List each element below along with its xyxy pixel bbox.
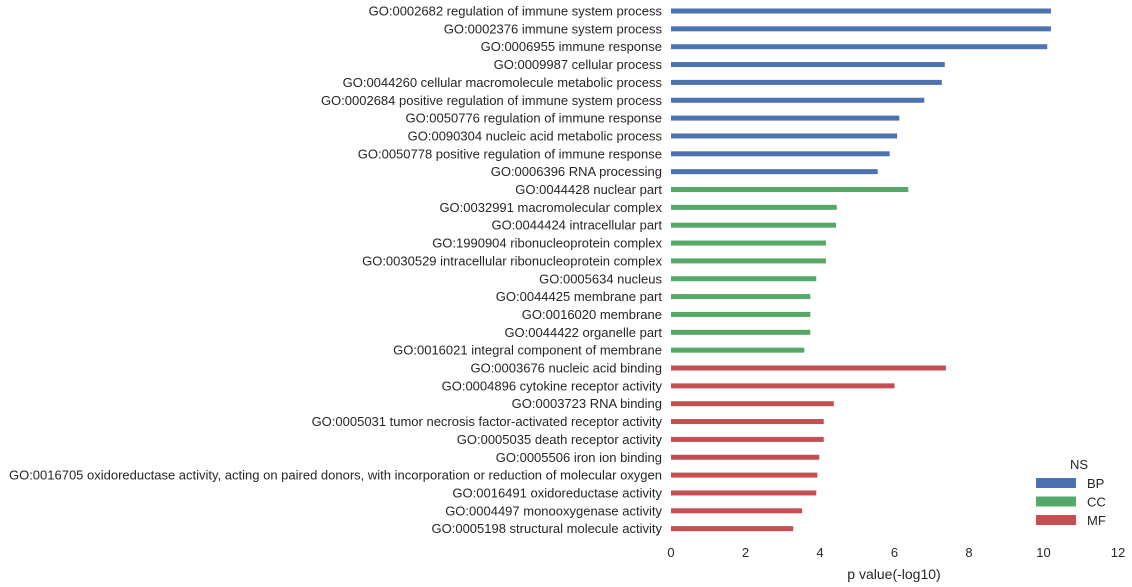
y-tick-label: GO:0005506 iron ion binding bbox=[496, 450, 662, 465]
legend-title: NS bbox=[1070, 457, 1088, 472]
bar-cc bbox=[671, 240, 826, 246]
legend-swatch-cc bbox=[1036, 496, 1076, 507]
x-tick-label: 12 bbox=[1111, 545, 1125, 560]
x-tick-label: 6 bbox=[891, 545, 898, 560]
y-tick-label: GO:0006396 RNA processing bbox=[491, 164, 662, 179]
x-tick-label: 4 bbox=[816, 545, 823, 560]
bar-bp bbox=[671, 62, 945, 68]
y-tick-label: GO:0016020 membrane bbox=[522, 307, 662, 322]
x-tick-label: 0 bbox=[667, 545, 674, 560]
legend: NS BP CC MF bbox=[1036, 457, 1106, 528]
y-tick-label: GO:0002682 regulation of immune system p… bbox=[369, 4, 663, 19]
y-tick-label: GO:0002376 immune system process bbox=[444, 21, 663, 36]
bar-cc bbox=[671, 258, 826, 264]
bar-bp bbox=[671, 79, 942, 85]
bar-cc bbox=[671, 204, 837, 210]
y-tick-label: GO:0003723 RNA binding bbox=[512, 396, 662, 411]
bar-bp bbox=[671, 97, 925, 103]
legend-swatch-bp bbox=[1036, 478, 1076, 488]
y-tick-label: GO:0032991 macromolecular complex bbox=[439, 200, 662, 215]
bar-cc bbox=[671, 311, 811, 317]
bars-layer bbox=[671, 8, 1051, 532]
bar-cc bbox=[671, 222, 837, 228]
y-tick-label: GO:0002684 positive regulation of immune… bbox=[321, 93, 663, 108]
bar-bp bbox=[671, 8, 1051, 14]
y-tick-label: GO:0044260 cellular macromolecule metabo… bbox=[343, 75, 663, 90]
bar-mf bbox=[671, 472, 818, 478]
y-tick-labels: GO:0002682 regulation of immune system p… bbox=[9, 4, 663, 537]
legend-label-bp: BP bbox=[1087, 476, 1104, 491]
y-tick-label: GO:0044425 membrane part bbox=[496, 289, 663, 304]
y-tick-label: GO:0006955 immune response bbox=[481, 39, 662, 54]
y-tick-label: GO:0090304 nucleic acid metabolic proces… bbox=[408, 128, 663, 143]
legend-swatch-mf bbox=[1036, 515, 1076, 525]
bar-mf bbox=[671, 508, 803, 514]
x-tick-label: 10 bbox=[1036, 545, 1050, 560]
y-tick-label: GO:0050776 regulation of immune response bbox=[405, 111, 662, 126]
bar-mf bbox=[671, 419, 824, 425]
y-tick-label: GO:0016705 oxidoreductase activity, acti… bbox=[9, 468, 662, 483]
y-tick-label: GO:0004497 monooxygenase activity bbox=[445, 503, 662, 518]
bar-mf bbox=[671, 526, 794, 532]
x-tick-label: 2 bbox=[742, 545, 749, 560]
y-tick-label: GO:0005634 nucleus bbox=[539, 271, 662, 286]
legend-label-mf: MF bbox=[1087, 513, 1106, 528]
x-tick-label: 8 bbox=[965, 545, 972, 560]
y-tick-label: GO:0003676 nucleic acid binding bbox=[470, 361, 662, 376]
y-tick-label: GO:0009987 cellular process bbox=[494, 57, 663, 72]
bar-mf bbox=[671, 401, 834, 407]
bar-cc bbox=[671, 347, 805, 353]
bar-bp bbox=[671, 151, 890, 157]
y-tick-label: GO:0005198 structural molecule activity bbox=[432, 521, 663, 536]
bar-bp bbox=[671, 44, 1048, 50]
legend-label-cc: CC bbox=[1087, 495, 1106, 510]
legend-entries: BP CC MF bbox=[1036, 476, 1106, 528]
y-tick-label: GO:0050778 positive regulation of immune… bbox=[358, 146, 662, 161]
bar-mf bbox=[671, 383, 895, 389]
bar-cc bbox=[671, 294, 811, 300]
y-tick-label: GO:0044428 nuclear part bbox=[515, 182, 662, 197]
y-tick-label: GO:1990904 ribonucleoprotein complex bbox=[432, 236, 662, 251]
y-tick-label: GO:0030529 intracellular ribonucleoprote… bbox=[362, 253, 662, 268]
y-tick-label: GO:0005035 death receptor activity bbox=[457, 432, 663, 447]
bar-mf bbox=[671, 436, 824, 442]
bar-bp bbox=[671, 133, 898, 139]
bar-mf bbox=[671, 454, 820, 460]
bar-cc bbox=[671, 329, 811, 335]
y-tick-label: GO:0004896 cytokine receptor activity bbox=[442, 378, 663, 393]
y-tick-label: GO:0016491 oxidoreductase activity bbox=[452, 485, 662, 500]
bar-mf bbox=[671, 365, 946, 371]
y-tick-label: GO:0044422 organelle part bbox=[504, 325, 662, 340]
bar-cc bbox=[671, 276, 817, 282]
bar-mf bbox=[671, 490, 817, 496]
bar-bp bbox=[671, 26, 1051, 32]
x-axis-title: p value(-log10) bbox=[847, 566, 940, 582]
bar-bp bbox=[671, 169, 878, 175]
bar-bp bbox=[671, 115, 900, 121]
y-tick-label: GO:0005031 tumor necrosis factor-activat… bbox=[312, 414, 663, 429]
y-tick-label: GO:0016021 integral component of membran… bbox=[393, 343, 662, 358]
x-tick-labels: 0 2 4 6 8 10 12 bbox=[667, 545, 1125, 560]
bar-cc bbox=[671, 187, 909, 192]
y-tick-label: GO:0044424 intracellular part bbox=[491, 218, 662, 233]
